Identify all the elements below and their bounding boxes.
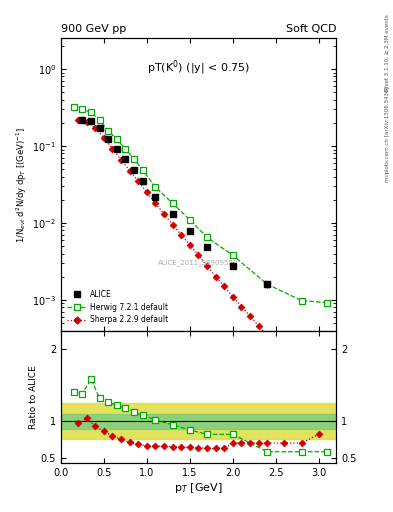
Legend: ALICE, Herwig 7.2.1 default, Sherpa 2.2.9 default: ALICE, Herwig 7.2.1 default, Sherpa 2.2.… (65, 288, 171, 327)
Y-axis label: 1/N$_{evt}$ d$^{2}$N/dy dp$_{T}$ [(GeV)$^{-1}$]: 1/N$_{evt}$ d$^{2}$N/dy dp$_{T}$ [(GeV)$… (15, 126, 29, 243)
Text: ALICE_2011_S8909580: ALICE_2011_S8909580 (158, 260, 239, 266)
Text: pT(K$^0$) (|y| < 0.75): pT(K$^0$) (|y| < 0.75) (147, 59, 250, 77)
Y-axis label: Ratio to ALICE: Ratio to ALICE (29, 365, 38, 429)
Text: Rivet 3.1.10, ≥ 2.3M events: Rivet 3.1.10, ≥ 2.3M events (385, 14, 389, 91)
Bar (61, 414, 336, 429)
Text: 900 GeV pp: 900 GeV pp (61, 24, 126, 34)
X-axis label: p$_{T}$ [GeV]: p$_{T}$ [GeV] (174, 481, 223, 495)
Text: Soft QCD: Soft QCD (286, 24, 336, 34)
Text: mcplots.cern.ch [arXiv:1306.3436]: mcplots.cern.ch [arXiv:1306.3436] (385, 87, 389, 182)
Bar (61, 403, 336, 439)
